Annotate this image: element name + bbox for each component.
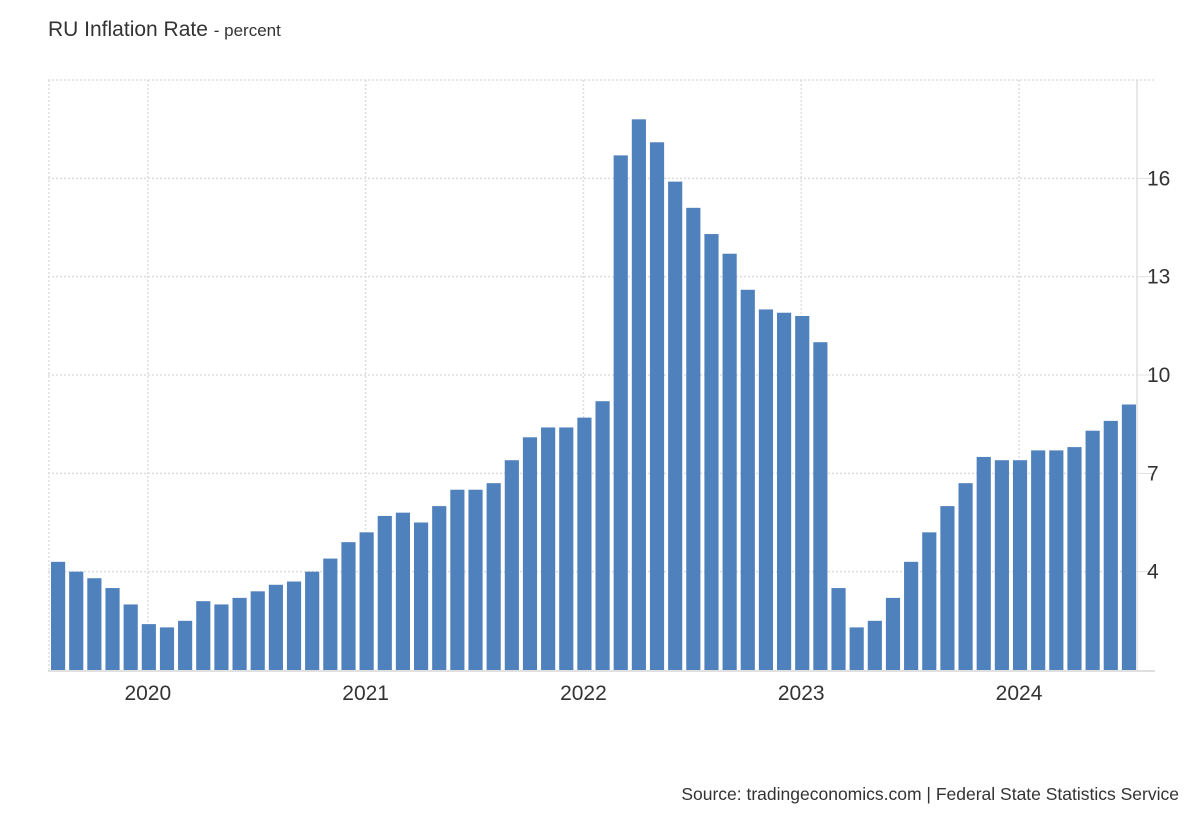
bar: Jan 2024: 7.4 xyxy=(1012,460,1028,670)
bar: Feb 2024: 7.7 xyxy=(1031,450,1046,670)
bar: Dec 2022: 11.9 xyxy=(777,312,792,670)
bar: Feb 2023: 11 xyxy=(813,342,828,670)
x-tick-label: 2021 xyxy=(342,682,389,705)
bar: Oct 2019: 3.8 xyxy=(87,578,102,670)
y-axis-labels: 4 7 10 13 16 xyxy=(1147,167,1170,583)
bar: Sep 2023: 6 xyxy=(940,506,955,670)
bar: Mar 2020: 2.5 xyxy=(178,620,193,670)
bar: Feb 2021: 5.7 xyxy=(377,515,392,670)
bar: Jun 2023: 3.2 xyxy=(885,597,901,670)
bar: Mar 2022: 16.7 xyxy=(613,155,628,670)
bar: Apr 2024: 7.8 xyxy=(1067,447,1082,670)
bar: Feb 2022: 9.2 xyxy=(595,401,610,670)
bar: Apr 2022: 17.8 xyxy=(631,119,646,670)
x-tick-label: 2023 xyxy=(778,682,825,705)
grid-lines xyxy=(48,79,1155,670)
bar: Jul 2021: 6.5 xyxy=(468,489,483,670)
bar: Jan 2020: 2.4 xyxy=(141,624,156,670)
bar: Jul 2023: 4.3 xyxy=(904,561,919,670)
bar: Jul 2024: 9.1 xyxy=(1121,404,1137,670)
bar: Sep 2022: 13.7 xyxy=(722,253,737,670)
bar: Jan 2022: 8.7 xyxy=(577,417,592,670)
bar: Dec 2020: 4.9 xyxy=(341,542,356,670)
bar: Sep 2020: 3.7 xyxy=(286,581,302,670)
y-tick-label: 10 xyxy=(1147,364,1170,387)
x-tick-label: 2022 xyxy=(560,682,607,705)
y-tick-label: 7 xyxy=(1147,462,1159,485)
bar: Jun 2021: 6.5 xyxy=(450,489,465,670)
chart-title: RU Inflation Rate - percent xyxy=(48,18,281,42)
x-axis-labels: 2020 2021 2022 2023 2024 xyxy=(124,682,1042,705)
x-tick-label: 2020 xyxy=(124,682,171,705)
bar: Apr 2023: 2.3 xyxy=(849,627,864,670)
bar: Nov 2022: 12 xyxy=(758,309,774,670)
bar: May 2022: 17.1 xyxy=(649,142,665,670)
bar: Apr 2020: 3.1 xyxy=(196,601,211,670)
bar-series: Aug 2019: 4.3Sep 2019: 4Oct 2019: 3.8Nov… xyxy=(51,119,1137,671)
bar: Aug 2023: 5.2 xyxy=(922,532,937,670)
source-attribution: Source: tradingeconomics.com | Federal S… xyxy=(681,784,1179,804)
bar: Nov 2021: 8.4 xyxy=(541,427,556,670)
chart-title-unit: - percent xyxy=(213,21,281,40)
bar: Jun 2022: 15.9 xyxy=(668,181,683,671)
bar: Mar 2023: 3.5 xyxy=(831,588,846,670)
bar: Jun 2020: 3.2 xyxy=(232,597,247,670)
y-tick-label: 13 xyxy=(1147,266,1170,289)
bar: Mar 2024: 7.7 xyxy=(1049,450,1064,670)
y-tick-label: 16 xyxy=(1147,167,1170,190)
bar: Dec 2023: 7.4 xyxy=(994,460,1009,670)
bar: Sep 2021: 7.4 xyxy=(504,460,519,670)
bar: Oct 2020: 4 xyxy=(305,571,320,670)
bar: Nov 2020: 4.4 xyxy=(323,558,338,670)
bar: Feb 2020: 2.3 xyxy=(159,627,175,670)
bar: Oct 2021: 8.1 xyxy=(522,437,538,670)
bar: May 2020: 3 xyxy=(214,604,229,670)
bar: Oct 2023: 6.7 xyxy=(958,483,973,670)
bar: Jun 2024: 8.6 xyxy=(1103,420,1118,670)
bar: Sep 2019: 4 xyxy=(69,571,84,670)
bar: Aug 2020: 3.6 xyxy=(268,584,283,670)
bar: May 2023: 2.5 xyxy=(867,620,882,670)
bar: Dec 2021: 8.4 xyxy=(559,427,574,670)
bar: Jan 2023: 11.8 xyxy=(795,316,810,670)
bar: Nov 2023: 7.5 xyxy=(976,456,991,670)
chart-title-main: RU Inflation Rate xyxy=(48,18,208,41)
axes xyxy=(48,80,1155,672)
y-tick-label: 4 xyxy=(1147,561,1159,584)
bar: Nov 2019: 3.5 xyxy=(105,588,120,670)
bar: Jul 2022: 15.1 xyxy=(686,207,701,670)
bar: Mar 2021: 5.8 xyxy=(395,512,411,670)
bar: Aug 2019: 4.3 xyxy=(51,561,66,670)
bar: Aug 2021: 6.7 xyxy=(486,483,501,670)
bar: May 2021: 6 xyxy=(432,506,447,670)
bar: Oct 2022: 12.6 xyxy=(740,289,755,670)
bar: Aug 2022: 14.3 xyxy=(704,234,719,670)
bar: Apr 2021: 5.5 xyxy=(414,522,429,670)
bar: Dec 2019: 3 xyxy=(123,604,138,670)
bar: May 2024: 8.3 xyxy=(1085,430,1100,670)
bar: Jul 2020: 3.4 xyxy=(250,591,265,670)
bar: Jan 2021: 5.2 xyxy=(359,532,374,670)
x-tick-label: 2024 xyxy=(996,682,1043,705)
